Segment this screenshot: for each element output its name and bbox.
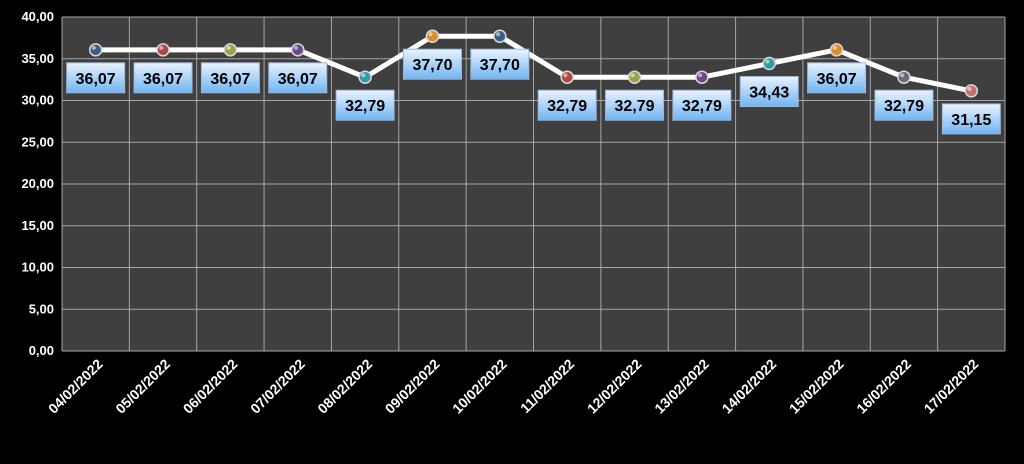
data-point-highlight — [967, 86, 972, 91]
data-point-highlight — [698, 73, 703, 78]
data-label: 36,07 — [817, 71, 857, 88]
y-tick-label: 10,00 — [21, 260, 54, 275]
data-point-highlight — [630, 73, 635, 78]
data-label: 32,79 — [615, 98, 655, 115]
data-label: 32,79 — [547, 98, 587, 115]
data-point-highlight — [428, 32, 433, 37]
y-tick-label: 35,00 — [21, 51, 54, 66]
y-tick-label: 25,00 — [21, 134, 54, 149]
y-tick-label: 5,00 — [29, 301, 54, 316]
data-label-box — [874, 89, 934, 121]
data-label: 37,70 — [480, 57, 520, 74]
y-tick-label: 40,00 — [21, 9, 54, 24]
data-point — [156, 43, 170, 57]
data-point-highlight — [226, 45, 231, 50]
y-tick-label: 20,00 — [21, 176, 54, 191]
data-label-box — [268, 62, 328, 94]
data-point-highlight — [159, 45, 164, 50]
data-label-box — [807, 62, 867, 94]
data-label: 37,70 — [412, 57, 452, 74]
data-label-box — [470, 48, 530, 80]
data-point — [897, 70, 911, 84]
data-label-box — [402, 48, 462, 80]
data-label: 34,43 — [749, 85, 789, 102]
data-label-box — [672, 89, 732, 121]
data-point-highlight — [293, 45, 298, 50]
y-tick-label: 15,00 — [21, 218, 54, 233]
y-tick-label: 0,00 — [29, 343, 54, 358]
series-line — [93, 33, 974, 94]
data-point — [829, 43, 844, 57]
y-tick-label: 30,00 — [21, 93, 54, 108]
data-label: 32,79 — [884, 98, 924, 115]
data-point — [560, 70, 574, 84]
data-point — [291, 43, 305, 57]
data-point-highlight — [832, 45, 837, 50]
data-point-highlight — [361, 73, 366, 78]
data-point — [627, 70, 642, 84]
data-label-box — [133, 62, 193, 94]
data-label: 36,07 — [210, 71, 250, 88]
data-label-box — [739, 76, 799, 108]
data-label-box — [200, 62, 260, 94]
data-point-highlight — [496, 32, 501, 37]
data-point — [493, 29, 507, 43]
data-label-box — [66, 62, 126, 94]
data-point — [223, 43, 238, 57]
data-point-highlight — [91, 45, 96, 50]
data-label: 36,07 — [76, 71, 116, 88]
data-point — [425, 29, 440, 43]
data-label-box — [335, 89, 395, 121]
data-point — [964, 84, 979, 98]
data-point-highlight — [563, 73, 568, 78]
data-point — [88, 43, 103, 57]
data-label: 36,07 — [143, 71, 183, 88]
data-point — [762, 56, 776, 71]
data-label-box — [941, 103, 1001, 135]
data-label: 31,15 — [951, 112, 991, 129]
data-label: 32,79 — [345, 98, 385, 115]
data-point-highlight — [765, 59, 770, 64]
data-label-box — [537, 89, 597, 121]
data-point — [695, 70, 709, 84]
data-point — [358, 70, 372, 84]
data-point-highlight — [900, 73, 905, 78]
data-label: 32,79 — [682, 98, 722, 115]
data-label: 36,07 — [278, 71, 318, 88]
data-label-box — [605, 89, 665, 121]
